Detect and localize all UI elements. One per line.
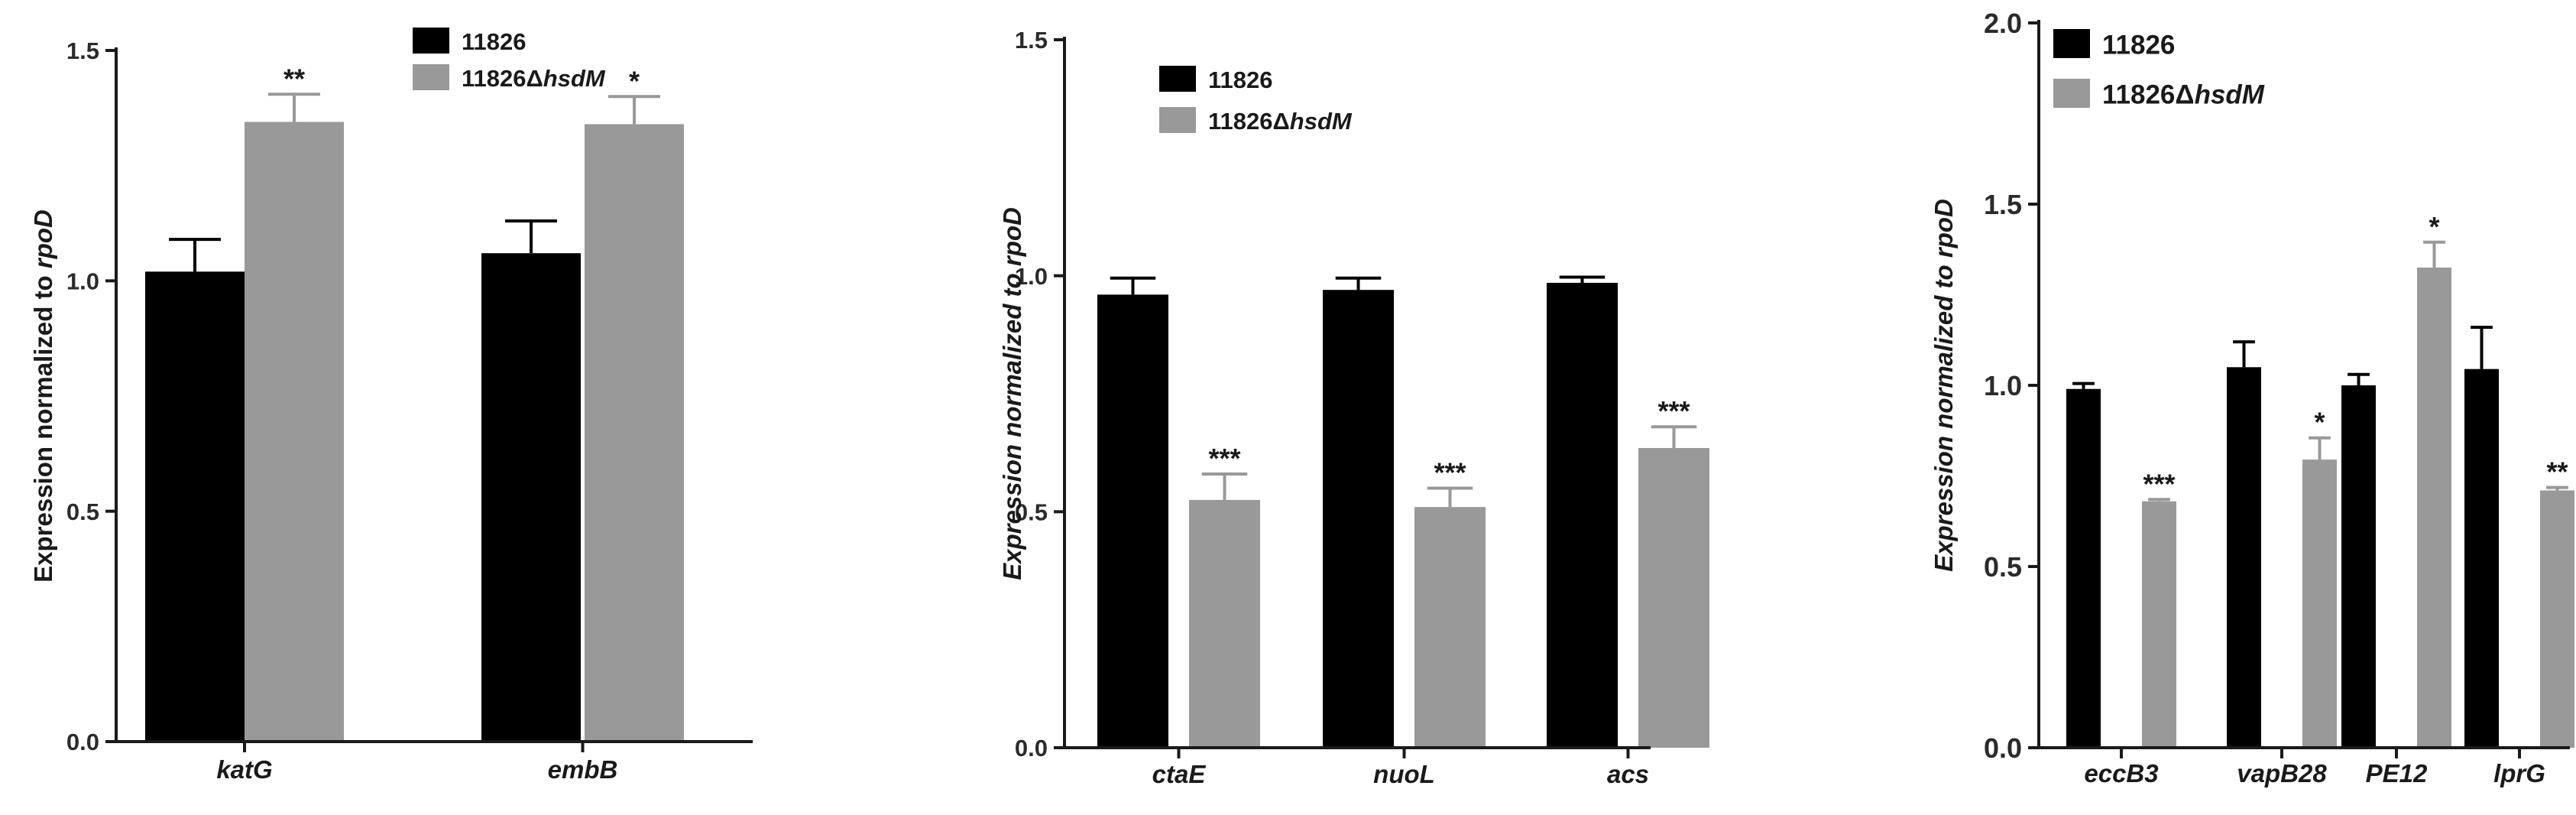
y-tick-label: 2.0 — [1984, 8, 2022, 39]
bar-11826-embB — [481, 253, 581, 742]
bar-11826ΔhsdM-PE12 — [2417, 267, 2451, 748]
x-tick-label: katG — [216, 755, 272, 784]
y-tick-label: 0.0 — [1984, 732, 2022, 764]
x-tick-label: PE12 — [2366, 759, 2428, 787]
legend-swatch-11826ΔhsdM — [1159, 107, 1196, 133]
significance-label: *** — [1208, 443, 1240, 474]
legend-entry-text: 11826Δ — [1208, 108, 1290, 135]
bar-11826ΔhsdM-eccB3 — [2142, 501, 2176, 748]
x-tick-label: nuoL — [1373, 760, 1435, 788]
y-axis-label-text: Expression normalized to — [1930, 258, 1958, 572]
bar-11826-nuoL — [1323, 290, 1394, 748]
significance-label: *** — [2143, 468, 2175, 499]
y-axis-label-gene: rpoD — [1930, 199, 1958, 258]
x-tick-label: eccB3 — [2084, 759, 2158, 787]
bar-11826ΔhsdM-nuoL — [1414, 507, 1486, 748]
significance-label: * — [2314, 407, 2325, 438]
y-tick-label: 0.0 — [66, 729, 99, 755]
y-tick-label: 0.5 — [66, 498, 99, 525]
significance-label: *** — [1657, 395, 1690, 427]
y-tick-label: 1.0 — [1015, 263, 1048, 290]
x-tick-label: embB — [548, 755, 618, 784]
y-axis-label-gene: rpoD — [998, 207, 1026, 266]
bar-11826-PE12 — [2341, 385, 2376, 748]
y-axis-label: Expression normalized to rpoD — [998, 207, 1026, 580]
legend-entry-gene: hsdM — [2195, 80, 2265, 109]
bar-11826-vapB28 — [2227, 367, 2261, 748]
y-axis-label: Expression normalized to rpoD — [29, 209, 57, 583]
y-axis-label-gene: rpoD — [29, 209, 57, 268]
bar-11826-katG — [145, 271, 245, 742]
legend-swatch-11826 — [2053, 29, 2090, 58]
legend-entry-text: 11826 — [1208, 67, 1273, 93]
y-axis-label-text: Expression normalized to — [998, 266, 1026, 580]
x-tick-label: vapB28 — [2237, 759, 2327, 787]
legend-entry-text: 11826 — [2102, 30, 2175, 60]
legend-entry-text: 11826 — [462, 28, 527, 55]
legend-swatch-11826ΔhsdM — [413, 64, 449, 90]
legend-entry: 11826ΔhsdM — [2102, 80, 2265, 109]
legend-entry: 11826 — [462, 28, 527, 55]
y-axis-label-text: Expression normalized to — [29, 268, 57, 583]
y-tick-label: 0.5 — [1984, 551, 2022, 583]
bar-11826-lprG — [2464, 369, 2499, 748]
y-tick-label: 1.5 — [1015, 27, 1048, 54]
legend-swatch-11826 — [1159, 66, 1196, 92]
legend-entry: 11826ΔhsdM — [1208, 108, 1353, 135]
y-tick-label: 1.0 — [1984, 370, 2022, 401]
y-axis-label: Expression normalized to rpoD — [1930, 199, 1958, 572]
bar-11826ΔhsdM-ctaE — [1189, 499, 1260, 748]
legend-entry-text: 11826Δ — [2102, 80, 2195, 109]
bar-11826ΔhsdM-lprG — [2540, 490, 2574, 748]
legend-entry: 11826 — [1208, 67, 1273, 93]
bar-11826-eccB3 — [2066, 388, 2101, 748]
y-tick-label: 0.0 — [1015, 735, 1048, 761]
legend-entry-gene: hsdM — [543, 65, 606, 92]
y-tick-label: 1.5 — [1984, 189, 2022, 220]
significance-label: ** — [2546, 456, 2568, 488]
x-tick-label: acs — [1607, 760, 1649, 788]
x-tick-label: lprG — [2493, 759, 2545, 787]
legend-swatch-11826ΔhsdM — [2053, 79, 2090, 108]
chart-panel-2: *** *** *** 0.0 0.5 1.0 1.5 ctaE nuoL acs Expressi… — [998, 27, 1709, 788]
bar-11826-ctaE — [1097, 294, 1168, 748]
legend-entry: 11826 — [2102, 30, 2175, 60]
bar-11826ΔhsdM-katG — [245, 122, 344, 742]
legend-swatch-11826 — [413, 28, 449, 54]
bar-11826ΔhsdM-vapB28 — [2302, 459, 2337, 748]
x-tick-label: ctaE — [1152, 760, 1207, 788]
y-tick-label: 1.5 — [66, 37, 99, 64]
significance-label: *** — [1434, 456, 1466, 488]
legend-entry: 11826ΔhsdM — [462, 65, 606, 92]
legend-entry-text: 11826Δ — [462, 65, 543, 92]
legend-entry-gene: hsdM — [1290, 108, 1353, 135]
y-tick-label: 1.0 — [66, 268, 99, 294]
bar-11826-acs — [1547, 282, 1618, 748]
significance-label: * — [2429, 211, 2439, 242]
significance-label: * — [629, 65, 640, 96]
bar-11826ΔhsdM-embB — [585, 124, 684, 742]
y-tick-label: 0.5 — [1015, 498, 1048, 525]
significance-label: ** — [284, 63, 305, 94]
bar-11826ΔhsdM-acs — [1638, 447, 1709, 748]
